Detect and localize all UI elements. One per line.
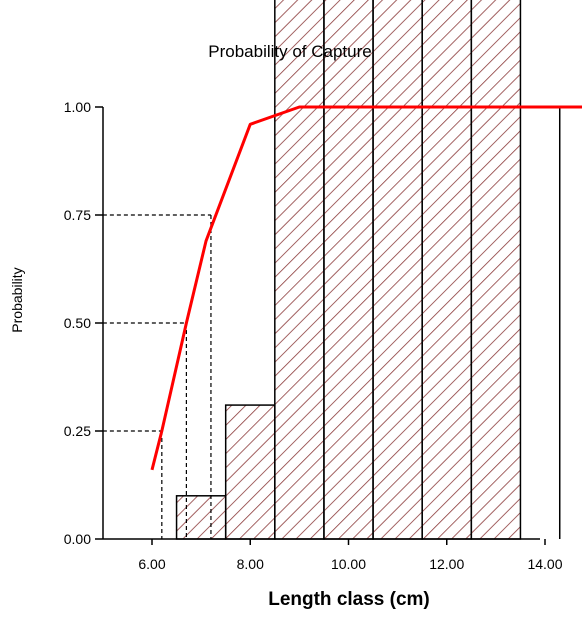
histogram-bar (372, 0, 423, 540)
chart-title: Probability of Capture (208, 42, 371, 61)
x-tick-label: 14.00 (527, 556, 562, 572)
histogram-bar (323, 0, 374, 540)
histogram-bar (274, 0, 325, 540)
y-tick-label: 1.00 (64, 99, 91, 115)
y-tick-label: 0.25 (64, 423, 91, 439)
x-tick-label: 6.00 (138, 556, 165, 572)
y-tick-label: 0.50 (64, 315, 91, 331)
histogram-bar (421, 0, 473, 540)
histogram-bar (224, 404, 276, 540)
probability-curve-line (150, 105, 582, 471)
x-tick-label: 10.00 (331, 556, 366, 572)
y-tick-label: 0.75 (64, 207, 91, 223)
y-tick-label: 0.00 (64, 531, 91, 547)
histogram-bar (175, 495, 227, 540)
y-axis-label: Probability (9, 267, 25, 332)
histogram-bar (470, 0, 522, 540)
x-axis-label: Length class (cm) (268, 589, 430, 610)
x-tick-label: 8.00 (237, 556, 264, 572)
x-tick-label: 12.00 (429, 556, 464, 572)
